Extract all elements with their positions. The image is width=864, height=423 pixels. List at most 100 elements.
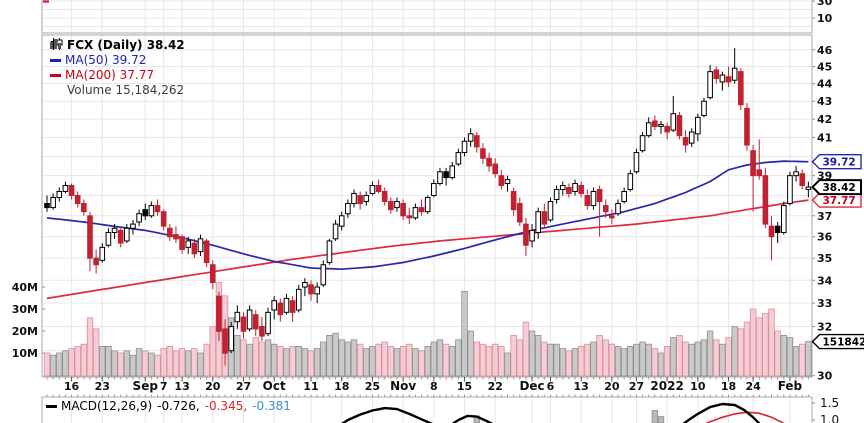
volume-bar — [240, 339, 247, 377]
volume-bar — [369, 345, 376, 377]
volume-label: Volume 15,184,262 — [67, 83, 185, 97]
macd-line — [682, 402, 761, 423]
volume-bars — [43, 282, 812, 377]
price-axis-label: 41 — [817, 132, 832, 145]
volume-bar — [99, 345, 106, 377]
volume-bar — [774, 330, 781, 377]
volume-bar — [203, 343, 210, 377]
candle-body — [222, 328, 228, 354]
candle-body — [308, 284, 314, 295]
candle-body — [602, 205, 609, 213]
candle-body — [283, 297, 290, 313]
candle-body — [762, 175, 769, 225]
volume-bar — [74, 345, 81, 377]
candle-body — [338, 215, 345, 227]
x-axis-day-label: 16 — [64, 380, 80, 393]
candle-body — [437, 171, 443, 185]
ma50-line-icon — [50, 59, 61, 62]
candle-body — [259, 326, 265, 337]
volume-bar — [68, 348, 75, 377]
x-axis-day-label: 22 — [488, 380, 503, 393]
candle-body — [756, 169, 763, 177]
volume-bar — [455, 339, 462, 377]
candle-body — [609, 215, 615, 219]
macd-signal-value: -0.345 — [205, 399, 248, 413]
volume-bar — [129, 354, 137, 377]
volume-bar — [307, 350, 315, 377]
candle-body — [559, 184, 566, 190]
volume-bar — [252, 337, 259, 377]
candle-body — [375, 184, 382, 192]
volume-bar — [295, 345, 302, 377]
volume-bar — [762, 312, 769, 377]
volume-bar — [786, 337, 794, 377]
candle-body — [701, 100, 707, 117]
volume-axis-label: 30M — [12, 303, 38, 316]
volume-bar — [277, 345, 284, 377]
candle-body — [44, 203, 50, 209]
candle-body — [185, 240, 192, 248]
macd-histogram-bar — [651, 410, 659, 423]
candle-body — [738, 71, 744, 106]
candle-body — [50, 196, 56, 209]
volume-bar — [105, 345, 112, 377]
price-axis-label: 46 — [817, 44, 833, 57]
candle-body — [578, 184, 584, 194]
volume-bar — [731, 326, 738, 377]
volume-bar — [627, 345, 634, 377]
candle-body — [93, 257, 99, 266]
volume-bar — [553, 343, 560, 377]
volume-bar — [799, 343, 806, 377]
last-price-badge — [811, 179, 862, 196]
candle-body — [707, 71, 713, 99]
candle-body — [590, 190, 597, 207]
macd-axis-label: 1.5 — [820, 396, 839, 410]
candle-body — [363, 194, 370, 203]
last-price-badge-text: 38.42 — [823, 182, 856, 194]
volume-bar — [670, 337, 677, 377]
candle-body — [179, 236, 185, 251]
macd-pane-border — [41, 396, 813, 423]
volume-bar — [461, 290, 468, 377]
volume-bar — [393, 348, 401, 377]
volume-bar — [270, 343, 278, 377]
x-axis-month-label: Sep — [133, 379, 159, 393]
candle-body — [197, 238, 204, 253]
ma200-line — [46, 199, 809, 300]
volume-bar — [326, 334, 333, 377]
macd-label: MACD(12,26,9) — [61, 399, 153, 413]
candle-body — [191, 242, 198, 255]
volume-badge-text: 15184262 — [823, 337, 864, 349]
candle-body — [498, 175, 505, 186]
x-axis-month-label: Feb — [778, 379, 803, 393]
candle-body — [111, 227, 118, 233]
macd-hist-value: -0.381 — [252, 399, 291, 413]
volume-bar — [657, 352, 665, 377]
volume-bar — [651, 348, 659, 377]
x-axis-day-label: 18 — [721, 380, 736, 393]
volume-bar — [559, 348, 566, 377]
volume-bar — [614, 345, 622, 377]
volume-bar — [375, 343, 382, 377]
volume-bar — [805, 341, 812, 377]
candle-body — [596, 188, 603, 203]
x-axis-day-label: 20 — [604, 380, 620, 393]
candle-body — [228, 326, 234, 352]
candle-body — [142, 209, 149, 217]
candle-body — [412, 207, 419, 219]
volume-bar — [387, 345, 395, 377]
upper-pane-axis-label: 10 — [817, 12, 833, 25]
candle-body — [461, 140, 468, 154]
candle-body — [572, 183, 578, 192]
price-axis-label: 35 — [817, 252, 832, 265]
candle-body — [271, 300, 277, 311]
candle-body — [676, 115, 683, 137]
volume-bar — [430, 341, 438, 377]
volume-bar — [313, 348, 321, 377]
volume-bar — [528, 330, 536, 377]
volume-bar — [172, 350, 180, 377]
candle-body — [688, 131, 695, 144]
candle-body — [652, 120, 658, 127]
upper-pane-border — [41, 0, 813, 34]
